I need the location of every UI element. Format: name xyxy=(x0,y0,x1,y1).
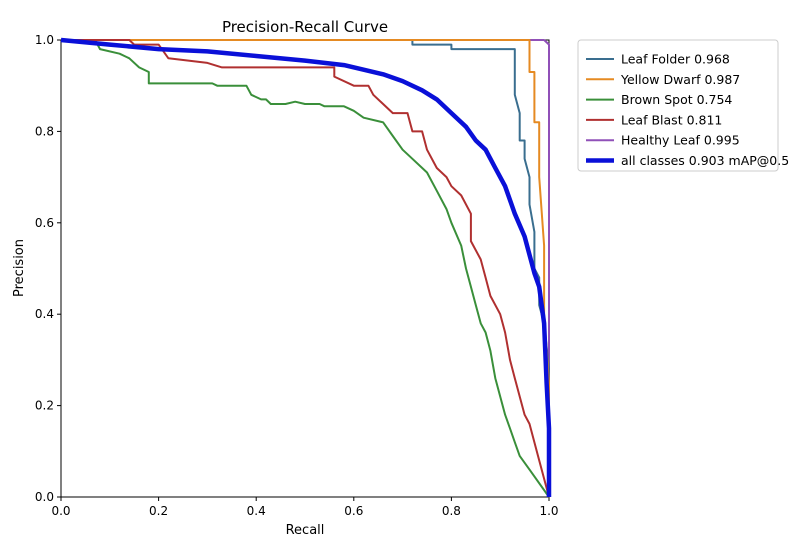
legend-entry: all classes 0.903 mAP@0.5 xyxy=(621,153,789,168)
x-axis-label: Recall xyxy=(286,523,325,538)
x-tick-label: 0.6 xyxy=(344,504,363,518)
legend-entry: Brown Spot 0.754 xyxy=(621,92,732,107)
series-line-leaf-folder xyxy=(61,39,550,497)
y-tick-label: 1.0 xyxy=(35,33,54,47)
series-line-yellow-dwarf xyxy=(61,39,550,497)
x-tick-label: 0.4 xyxy=(247,504,266,518)
legend: Leaf Folder 0.968 Yellow Dwarf 0.987 Brown… xyxy=(577,39,789,172)
x-tick-label: 1.0 xyxy=(539,504,558,518)
y-tick-label: 0.6 xyxy=(35,216,54,230)
x-axis-ticks: 0.0 0.2 0.4 0.6 0.8 1.0 xyxy=(51,497,559,518)
series-line-leaf-blast xyxy=(61,39,550,498)
x-tick-label: 0.8 xyxy=(442,504,461,518)
plot-area xyxy=(60,39,550,498)
series-line-all-classes xyxy=(60,37,552,497)
y-tick-label: 0.2 xyxy=(35,399,54,413)
series-line-brown-spot xyxy=(61,39,550,498)
legend-entry: Healthy Leaf 0.995 xyxy=(621,133,740,148)
legend-box xyxy=(577,39,779,172)
series-lines xyxy=(60,37,552,498)
legend-entry: Leaf Folder 0.968 xyxy=(621,52,730,67)
series-line-healthy-leaf xyxy=(61,39,550,497)
y-tick-label: 0.8 xyxy=(35,124,54,138)
legend-entry: Yellow Dwarf 0.987 xyxy=(620,72,740,87)
legend-entry: Leaf Blast 0.811 xyxy=(621,112,722,127)
y-tick-label: 0.0 xyxy=(35,490,54,504)
y-axis-ticks: 0.0 0.2 0.4 0.6 0.8 1.0 xyxy=(35,33,61,504)
y-tick-label: 0.4 xyxy=(35,307,54,321)
x-tick-label: 0.0 xyxy=(51,504,70,518)
x-tick-label: 0.2 xyxy=(149,504,168,518)
y-axis-label: Precision xyxy=(12,239,27,297)
chart-title: Precision-Recall Curve xyxy=(222,18,388,36)
